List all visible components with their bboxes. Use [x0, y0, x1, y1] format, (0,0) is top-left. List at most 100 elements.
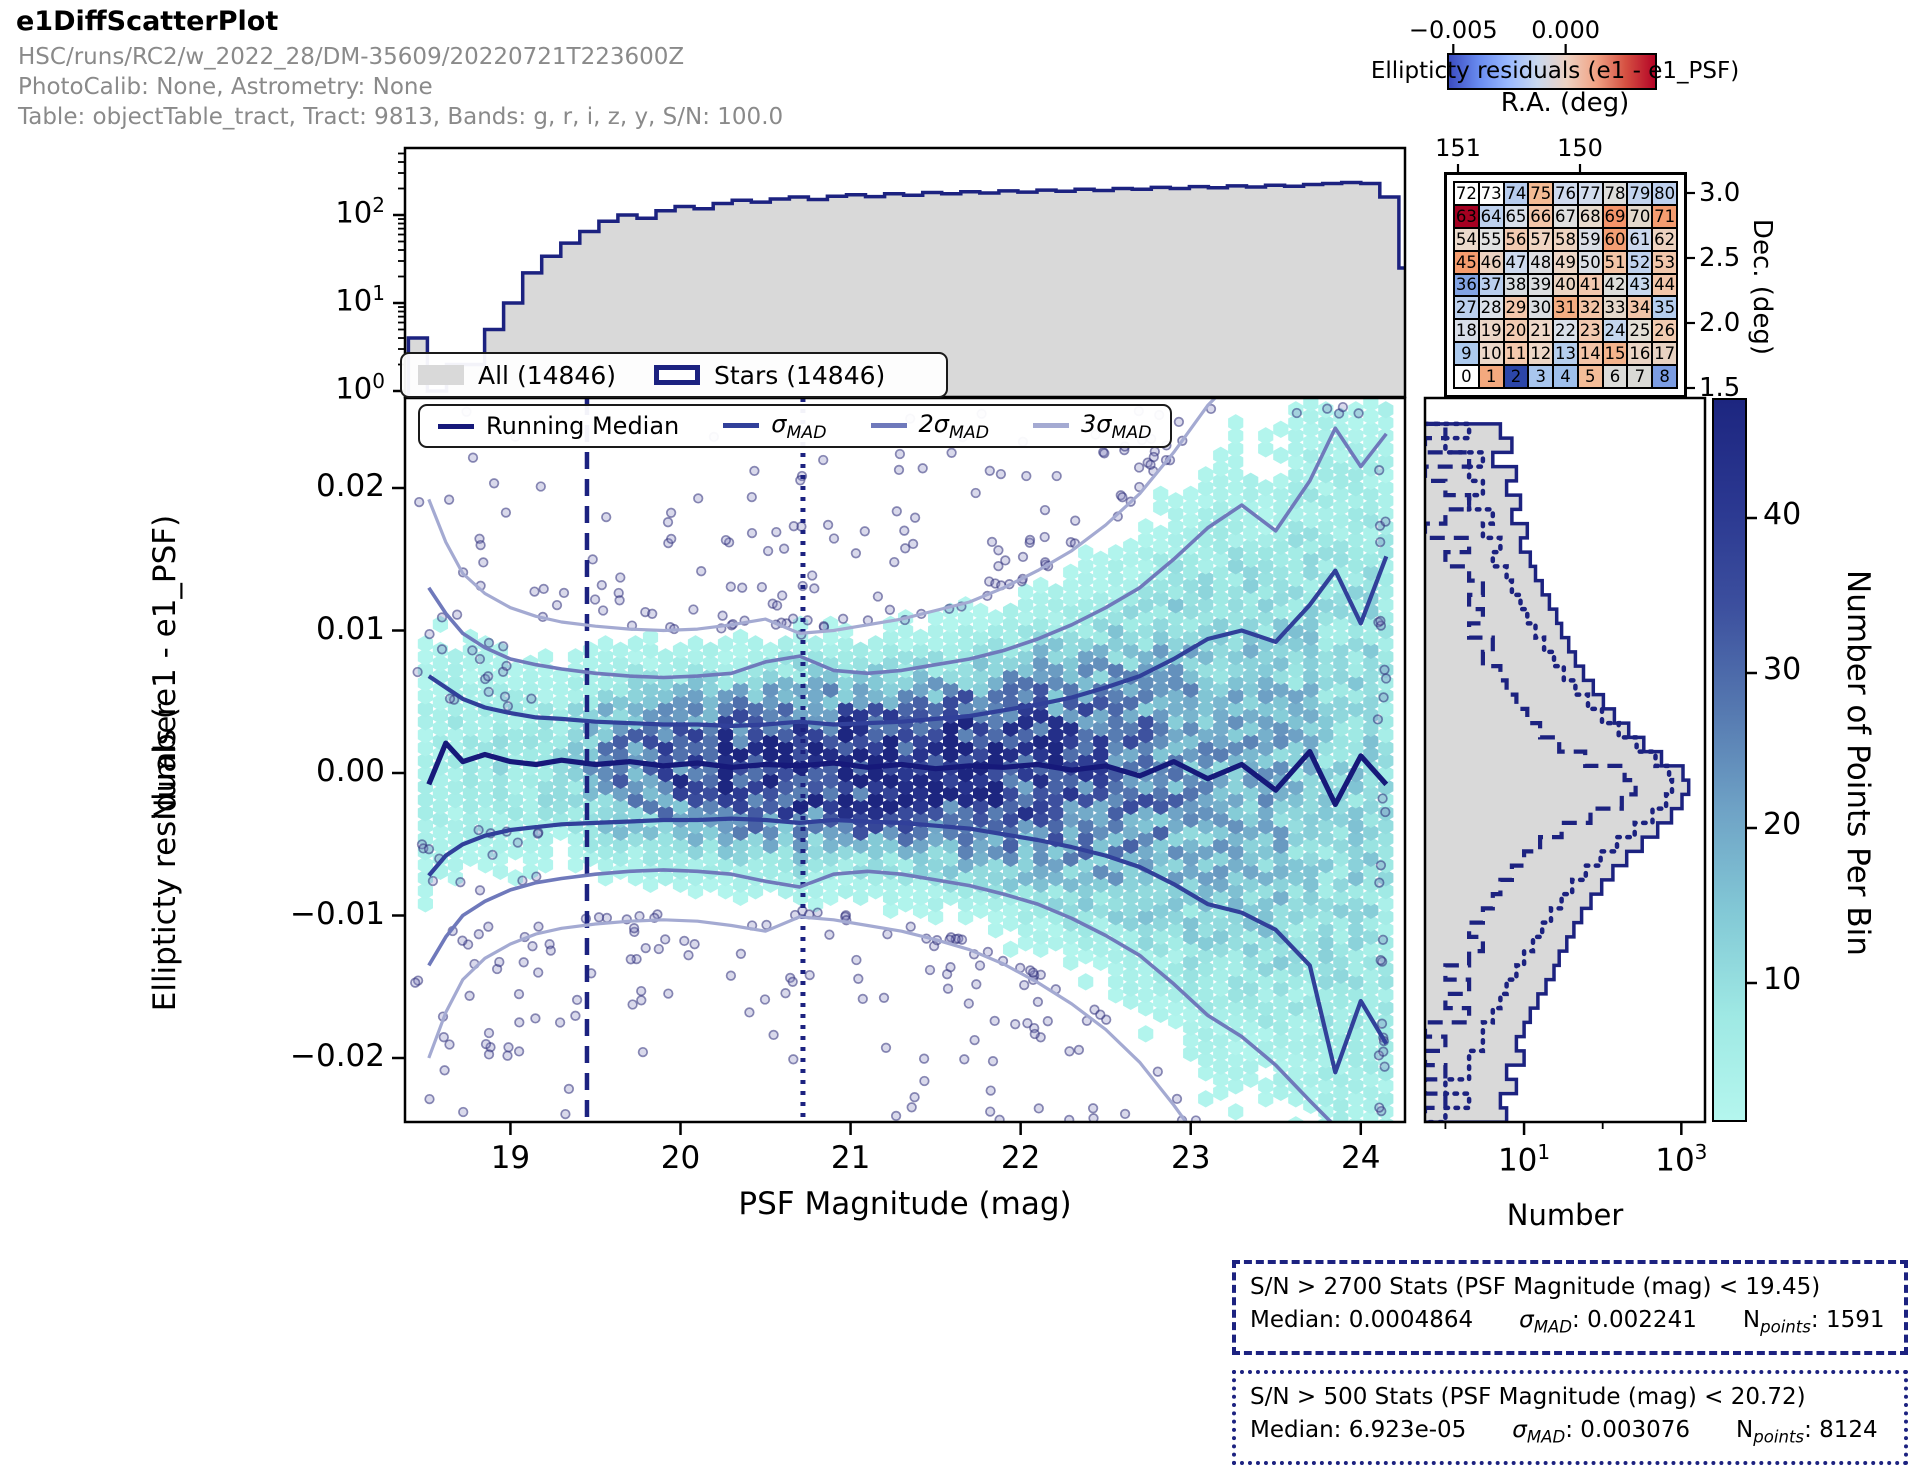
patch-cell-12: 12: [1529, 343, 1553, 365]
patch-cell-29: 29: [1504, 297, 1528, 319]
threshold-lines: [584, 398, 806, 1122]
patch-cell-1: 1: [1479, 366, 1503, 387]
patch-cell-22: 22: [1554, 320, 1577, 342]
patch-cell-74: 74: [1504, 183, 1528, 204]
patch-cell-35: 35: [1653, 297, 1676, 319]
patch-cell-51: 51: [1603, 251, 1627, 273]
patch-cell-69: 69: [1603, 205, 1627, 227]
patch-cell-38: 38: [1504, 274, 1528, 296]
patch-cell-80: 80: [1653, 183, 1676, 204]
residual-colorbar: [1447, 53, 1657, 90]
right-histogram: [1425, 421, 1691, 1122]
patch-cell-50: 50: [1578, 251, 1602, 273]
main-panel-spine: [403, 396, 1407, 1124]
patch-cell-71: 71: [1653, 205, 1676, 227]
patch-cell-32: 32: [1578, 297, 1602, 319]
patch-cell-9: 9: [1455, 343, 1478, 365]
patch-cell-43: 43: [1628, 274, 1652, 296]
patch-cell-72: 72: [1455, 183, 1478, 204]
patch-cell-27: 27: [1455, 297, 1478, 319]
calib-info: PhotoCalib: None, Astrometry: None: [18, 74, 433, 100]
top-histogram: [406, 180, 1405, 397]
patch-cell-52: 52: [1628, 251, 1652, 273]
patch-cell-5: 5: [1578, 366, 1602, 387]
dec-axis-label-text: Dec. (deg): [1747, 218, 1777, 356]
line-label: 3σMAD: [1081, 409, 1152, 443]
residual-colorbar-label-text: Ellipticty residuals (e1 - e1_PSF): [1370, 58, 1740, 84]
patch-cell-41: 41: [1578, 274, 1602, 296]
patch-cell-54: 54: [1455, 228, 1478, 250]
stats-box-snr2700: S/N > 2700 Stats (PSF Magnitude (mag) < …: [1232, 1260, 1908, 1355]
patch-cell-44: 44: [1653, 274, 1676, 296]
patch-cell-30: 30: [1529, 297, 1553, 319]
sigma-lower: [427, 816, 1389, 1075]
patch-cell-78: 78: [1603, 183, 1627, 204]
table-info: Table: objectTable_tract, Tract: 9813, B…: [18, 104, 784, 130]
right-panel-spine: [1423, 396, 1707, 1124]
npoints-stat: Npoints: 8124: [1736, 1417, 1878, 1447]
main-xlabel: PSF Magnitude (mag): [605, 1186, 1205, 1222]
patch-cell-40: 40: [1554, 274, 1577, 296]
patch-cell-18: 18: [1455, 320, 1478, 342]
patch-cell-7: 7: [1628, 366, 1652, 387]
patch-cell-57: 57: [1529, 228, 1553, 250]
sigma-mad-stat: σMAD: 0.003076: [1512, 1417, 1691, 1447]
patch-cell-58: 58: [1554, 228, 1577, 250]
run-path: HSC/runs/RC2/w_2022_28/DM-35609/20220721…: [18, 44, 685, 70]
median-stat: Median: 0.0004864: [1250, 1307, 1474, 1333]
patch-cell-20: 20: [1504, 320, 1528, 342]
hist-legend-all: All (14846): [418, 361, 616, 390]
patch-cell-64: 64: [1479, 205, 1503, 227]
patch-cell-33: 33: [1603, 297, 1627, 319]
points-colorbar: [1712, 398, 1747, 1122]
colorbar-label: Number of Points Per Bin: [1840, 463, 1876, 1063]
patch-cell-2: 2: [1504, 366, 1528, 387]
patch-cell-59: 59: [1578, 228, 1602, 250]
line-swatch: [438, 423, 474, 429]
patch-cell-70: 70: [1628, 205, 1652, 227]
patch-cell-0: 0: [1455, 366, 1478, 387]
stars-label: Stars (14846): [713, 360, 886, 390]
main-ylabel-text: Ellipticty residuals (e1 - e1_PSF): [147, 514, 183, 1012]
patch-cell-36: 36: [1455, 274, 1478, 296]
patch-cell-55: 55: [1479, 228, 1503, 250]
colorbar-label-text: Number of Points Per Bin: [1840, 570, 1876, 956]
line-swatch: [870, 423, 907, 429]
patch-cell-4: 4: [1554, 366, 1577, 387]
patch-cell-56: 56: [1504, 228, 1528, 250]
residual-colorbar-label: Ellipticty residuals (e1 - e1_PSF): [1340, 58, 1770, 84]
patch-cell-76: 76: [1554, 183, 1577, 204]
patch-cell-63: 63: [1455, 205, 1478, 227]
lines-legend: Running Median σMAD 2σMAD 3σMAD: [418, 404, 1172, 448]
patch-cell-48: 48: [1529, 251, 1553, 273]
running-median-line: [426, 740, 1389, 807]
patch-cell-10: 10: [1479, 343, 1503, 365]
stats-box-snr500-values: Median: 6.923e-05 σMAD: 0.003076 Npoints…: [1250, 1414, 1890, 1454]
hist-legend: All (14846) Stars (14846): [400, 352, 948, 398]
patch-cell-25: 25: [1628, 320, 1652, 342]
patch-cell-15: 15: [1603, 343, 1627, 365]
main-ylabel: Ellipticty residuals (e1 - e1_PSF): [147, 463, 183, 1063]
patch-cell-23: 23: [1578, 320, 1602, 342]
patch-cell-67: 67: [1554, 205, 1577, 227]
patch-cell-26: 26: [1653, 320, 1676, 342]
median-stat: Median: 6.923e-05: [1250, 1417, 1467, 1443]
patch-cell-61: 61: [1628, 228, 1652, 250]
lines-legend-item-0: Running Median: [438, 412, 679, 440]
patch-cell-62: 62: [1653, 228, 1676, 250]
patch-cell-46: 46: [1479, 251, 1503, 273]
patch-cell-37: 37: [1479, 274, 1503, 296]
all-label: All (14846): [478, 360, 616, 390]
line-label: 2σMAD: [918, 409, 990, 443]
patch-cell-42: 42: [1603, 274, 1627, 296]
page-title: e1DiffScatterPlot: [16, 6, 279, 37]
axis-ticks: [392, 44, 1757, 1135]
two-sigma-lower: [427, 868, 1334, 1122]
sigma-upper: [427, 555, 1389, 729]
patch-cell-6: 6: [1603, 366, 1627, 387]
tract-heatmap-grid: 72 73 74 75 76 77 78 79 80 63 64 65 66 67 68 69 70 71 54 55…: [1453, 181, 1678, 389]
lines-legend-item-1: σMAD: [723, 410, 827, 442]
patch-cell-14: 14: [1578, 343, 1602, 365]
ra-axis-label-text: R.A. (deg): [1500, 88, 1630, 118]
